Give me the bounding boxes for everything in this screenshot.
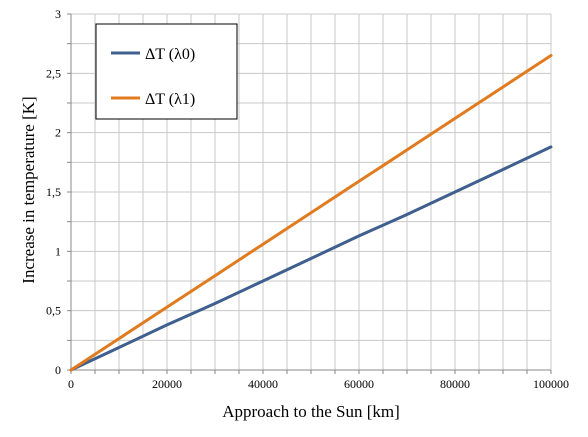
x-tick-label: 100000 xyxy=(533,377,569,391)
x-tick-label: 40000 xyxy=(248,377,278,391)
legend-box xyxy=(95,23,238,120)
axes xyxy=(67,13,552,374)
series-line-1 xyxy=(69,54,553,372)
x-axis-title: Approach to the Sun [km] xyxy=(222,402,400,421)
y-tick-label: 1 xyxy=(55,244,61,258)
y-tick-label: 2,5 xyxy=(46,66,61,80)
y-tick-label: 2 xyxy=(55,126,61,140)
x-tick-label: 80000 xyxy=(440,377,470,391)
x-tick-label: 60000 xyxy=(344,377,374,391)
y-tick-labels: 0 0,5 1 1,5 2 2,5 3 xyxy=(46,7,61,377)
y-tick-label: 0 xyxy=(55,363,61,377)
legend: ΔT (λ0) ΔT (λ1) xyxy=(95,23,238,120)
legend-label-1: ΔT (λ1) xyxy=(145,91,195,108)
series-line-0 xyxy=(69,145,553,372)
series-lines xyxy=(69,54,553,372)
y-tick-label: 1,5 xyxy=(46,185,61,199)
x-tick-label: 20000 xyxy=(152,377,182,391)
legend-label-0: ΔT (λ0) xyxy=(145,46,195,63)
x-tick-label: 0 xyxy=(68,377,74,391)
x-tick-labels: 0 20000 40000 60000 80000 100000 xyxy=(68,377,569,391)
y-tick-label: 3 xyxy=(55,7,61,21)
y-tick-label: 0,5 xyxy=(46,304,61,318)
y-axis-title: Increase in temperature [K] xyxy=(19,96,38,283)
